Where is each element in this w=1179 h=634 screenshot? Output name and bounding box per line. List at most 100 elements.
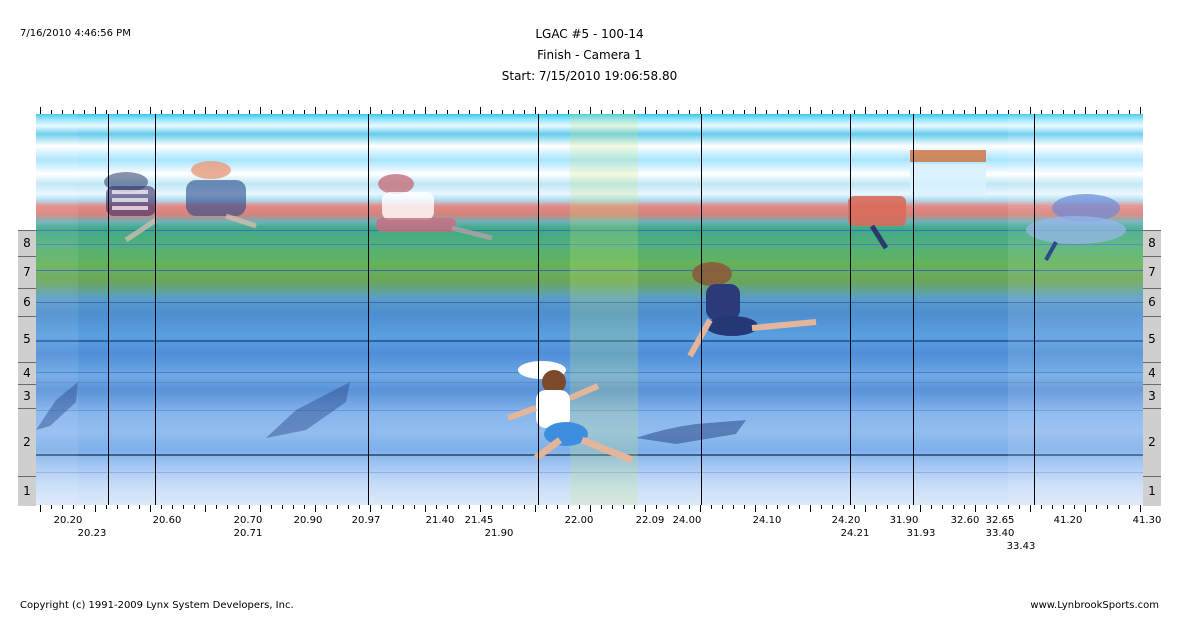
ruler-tick xyxy=(887,505,888,509)
time-marker-line[interactable] xyxy=(1034,114,1035,505)
ruler-tick xyxy=(304,110,305,114)
ruler-tick xyxy=(986,505,987,509)
ruler-tick xyxy=(249,110,250,114)
time-marker-line[interactable] xyxy=(108,114,109,505)
ruler-tick xyxy=(337,110,338,114)
ruler-tick xyxy=(436,505,437,509)
ruler-tick xyxy=(480,505,481,512)
time-label: 33.40 xyxy=(985,528,1015,539)
ruler-tick xyxy=(865,505,866,512)
ruler-tick xyxy=(546,505,547,509)
ruler-tick xyxy=(1019,110,1020,114)
ruler-tick xyxy=(997,110,998,114)
ruler-tick xyxy=(392,110,393,114)
time-label: 24.21 xyxy=(840,528,870,539)
ruler-tick xyxy=(425,505,426,512)
website-link[interactable]: www.LynbrookSports.com xyxy=(1030,600,1159,611)
ruler-tick xyxy=(381,505,382,509)
ruler-tick xyxy=(447,505,448,509)
ruler-tick xyxy=(854,505,855,509)
time-label: 20.60 xyxy=(152,515,182,526)
ruler-tick xyxy=(931,505,932,509)
time-marker-line[interactable] xyxy=(913,114,914,505)
ruler-tick xyxy=(513,505,514,509)
ruler-tick xyxy=(590,107,591,114)
ruler-tick xyxy=(73,110,74,114)
ruler-tick xyxy=(194,110,195,114)
ruler-tick xyxy=(645,505,646,512)
time-marker-line[interactable] xyxy=(850,114,851,505)
time-label: 21.90 xyxy=(484,528,514,539)
ruler-tick xyxy=(238,110,239,114)
ruler-tick xyxy=(216,110,217,114)
ruler-tick xyxy=(524,505,525,509)
ruler-tick xyxy=(1129,505,1130,509)
ruler-tick xyxy=(557,110,558,114)
ruler-tick xyxy=(128,505,129,509)
ruler-tick xyxy=(744,505,745,509)
runner-figure xyxy=(506,361,634,464)
ruler-tick xyxy=(645,107,646,114)
ruler-tick xyxy=(623,110,624,114)
ruler-tick xyxy=(260,505,261,512)
lane-number: 3 xyxy=(18,384,36,408)
ruler-tick xyxy=(964,505,965,509)
ruler-tick xyxy=(51,110,52,114)
time-marker-line[interactable] xyxy=(538,114,539,505)
ruler-tick xyxy=(667,505,668,509)
ruler-tick xyxy=(876,110,877,114)
copyright-text: Copyright (c) 1991-2009 Lynx System Deve… xyxy=(20,600,294,611)
runner-shadow xyxy=(266,382,350,438)
ruler-tick xyxy=(1041,110,1042,114)
ruler-tick xyxy=(821,505,822,509)
ruler-tick xyxy=(854,110,855,114)
ruler-tick xyxy=(656,505,657,509)
ruler-tick xyxy=(172,505,173,509)
ruler-tick xyxy=(62,505,63,509)
ruler-tick xyxy=(293,505,294,509)
lane-line xyxy=(36,410,1143,411)
time-label: 20.71 xyxy=(233,528,263,539)
ruler-tick xyxy=(117,505,118,509)
ruler-tick xyxy=(1118,110,1119,114)
time-ruler-top xyxy=(36,106,1143,114)
time-label: 21.40 xyxy=(425,515,455,526)
lane-number: 5 xyxy=(18,316,36,362)
ruler-tick xyxy=(1107,505,1108,509)
finish-line-photo[interactable] xyxy=(36,114,1143,505)
ruler-tick xyxy=(953,505,954,509)
lane-number: 6 xyxy=(18,288,36,316)
ruler-tick xyxy=(106,110,107,114)
ruler-tick xyxy=(1085,107,1086,114)
runner-figure xyxy=(910,150,986,194)
ruler-tick xyxy=(238,505,239,509)
ruler-tick xyxy=(678,505,679,509)
ruler-tick xyxy=(458,505,459,509)
time-label: 21.45 xyxy=(464,515,494,526)
ruler-tick xyxy=(106,505,107,509)
ruler-tick xyxy=(502,110,503,114)
lane-line xyxy=(36,340,1143,342)
ruler-tick xyxy=(843,505,844,509)
ruler-tick xyxy=(524,110,525,114)
ruler-tick xyxy=(909,505,910,509)
ruler-tick xyxy=(1052,505,1053,509)
time-marker-line[interactable] xyxy=(155,114,156,505)
ruler-tick xyxy=(348,505,349,509)
ruler-tick xyxy=(832,110,833,114)
ruler-tick xyxy=(403,110,404,114)
time-label: 41.20 xyxy=(1053,515,1083,526)
ruler-tick xyxy=(931,110,932,114)
ruler-tick xyxy=(326,505,327,509)
ruler-tick xyxy=(766,505,767,509)
time-marker-line[interactable] xyxy=(701,114,702,505)
lane-number: 7 xyxy=(1143,256,1161,288)
ruler-tick xyxy=(590,505,591,512)
ruler-tick xyxy=(139,110,140,114)
ruler-tick xyxy=(1074,110,1075,114)
time-marker-line[interactable] xyxy=(368,114,369,505)
lane-line xyxy=(36,472,1143,473)
ruler-tick xyxy=(711,505,712,509)
ruler-tick xyxy=(150,505,151,512)
